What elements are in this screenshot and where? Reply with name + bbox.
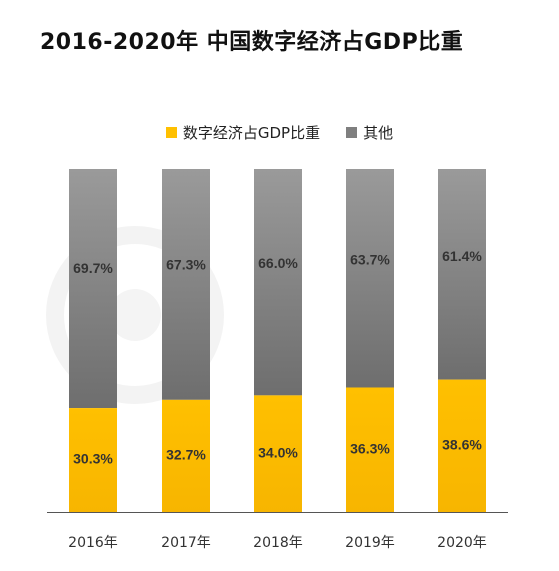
- legend-swatch-other: [346, 127, 358, 138]
- x-tick-label-0: 2016年: [68, 535, 118, 551]
- data-label-other-2: 66.0%: [258, 255, 298, 271]
- data-label-other-3: 63.7%: [350, 251, 390, 267]
- x-tick-label-1: 2017年: [161, 535, 211, 551]
- data-label-digital-4: 38.6%: [442, 437, 482, 453]
- legend-swatch-digital: [165, 127, 177, 138]
- data-label-other-1: 67.3%: [166, 257, 206, 273]
- bar-other-3: [346, 169, 394, 388]
- bar-digital-1: [162, 399, 210, 512]
- data-label-other-0: 69.7%: [73, 260, 113, 276]
- bar-digital-3: [346, 387, 394, 512]
- x-tick-label-3: 2019年: [345, 535, 395, 551]
- bar-other-4: [438, 169, 486, 380]
- data-label-other-4: 61.4%: [442, 248, 482, 264]
- bar-other-0: [69, 169, 117, 409]
- data-label-digital-1: 32.7%: [166, 447, 206, 463]
- bar-digital-4: [438, 379, 486, 512]
- bar-digital-0: [69, 408, 117, 512]
- legend-label-other: 其他: [363, 124, 394, 142]
- data-label-digital-3: 36.3%: [350, 440, 390, 456]
- data-label-digital-2: 34.0%: [258, 444, 298, 460]
- legend-label-digital: 数字经济占GDP比重: [182, 124, 321, 142]
- chart-legend: 数字经济占GDP比重 其他: [0, 122, 559, 143]
- bar-other-1: [162, 169, 210, 400]
- legend-item-digital: 数字经济占GDP比重: [165, 122, 321, 143]
- x-tick-label-2: 2018年: [253, 535, 303, 551]
- bar-digital-2: [254, 395, 302, 512]
- x-tick-label-4: 2020年: [437, 535, 487, 551]
- legend-item-other: 其他: [346, 122, 393, 143]
- chart-title: 2016-2020年 中国数字经济占GDP比重: [40, 30, 464, 55]
- data-label-digital-0: 30.3%: [73, 451, 113, 467]
- bar-other-2: [254, 169, 302, 396]
